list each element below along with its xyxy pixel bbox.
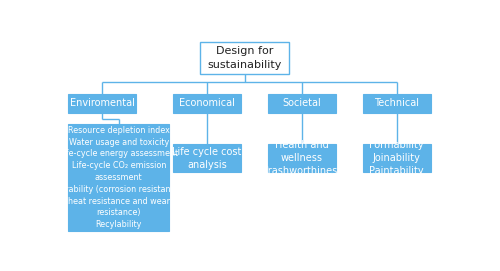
FancyBboxPatch shape — [268, 94, 336, 113]
FancyBboxPatch shape — [363, 144, 430, 172]
FancyBboxPatch shape — [173, 94, 241, 113]
FancyBboxPatch shape — [68, 94, 136, 113]
Text: Economical: Economical — [179, 98, 235, 108]
Text: Design for
sustainability: Design for sustainability — [208, 47, 282, 70]
Text: Health and
wellness
Crashworthiness: Health and wellness Crashworthiness — [261, 140, 342, 176]
Text: Formability
Joinability
Paintability: Formability Joinability Paintability — [370, 140, 424, 176]
FancyBboxPatch shape — [268, 144, 336, 172]
FancyBboxPatch shape — [173, 144, 241, 172]
FancyBboxPatch shape — [200, 42, 289, 74]
FancyBboxPatch shape — [363, 94, 430, 113]
Text: Life cycle cost
analysis: Life cycle cost analysis — [172, 147, 242, 170]
Text: Resource depletion index
Water usage and toxicity
Life-cycle energy assessment
L: Resource depletion index Water usage and… — [54, 126, 183, 229]
FancyBboxPatch shape — [68, 124, 169, 231]
Text: Societal: Societal — [282, 98, 321, 108]
Text: Enviromental: Enviromental — [70, 98, 134, 108]
Text: Technical: Technical — [374, 98, 419, 108]
